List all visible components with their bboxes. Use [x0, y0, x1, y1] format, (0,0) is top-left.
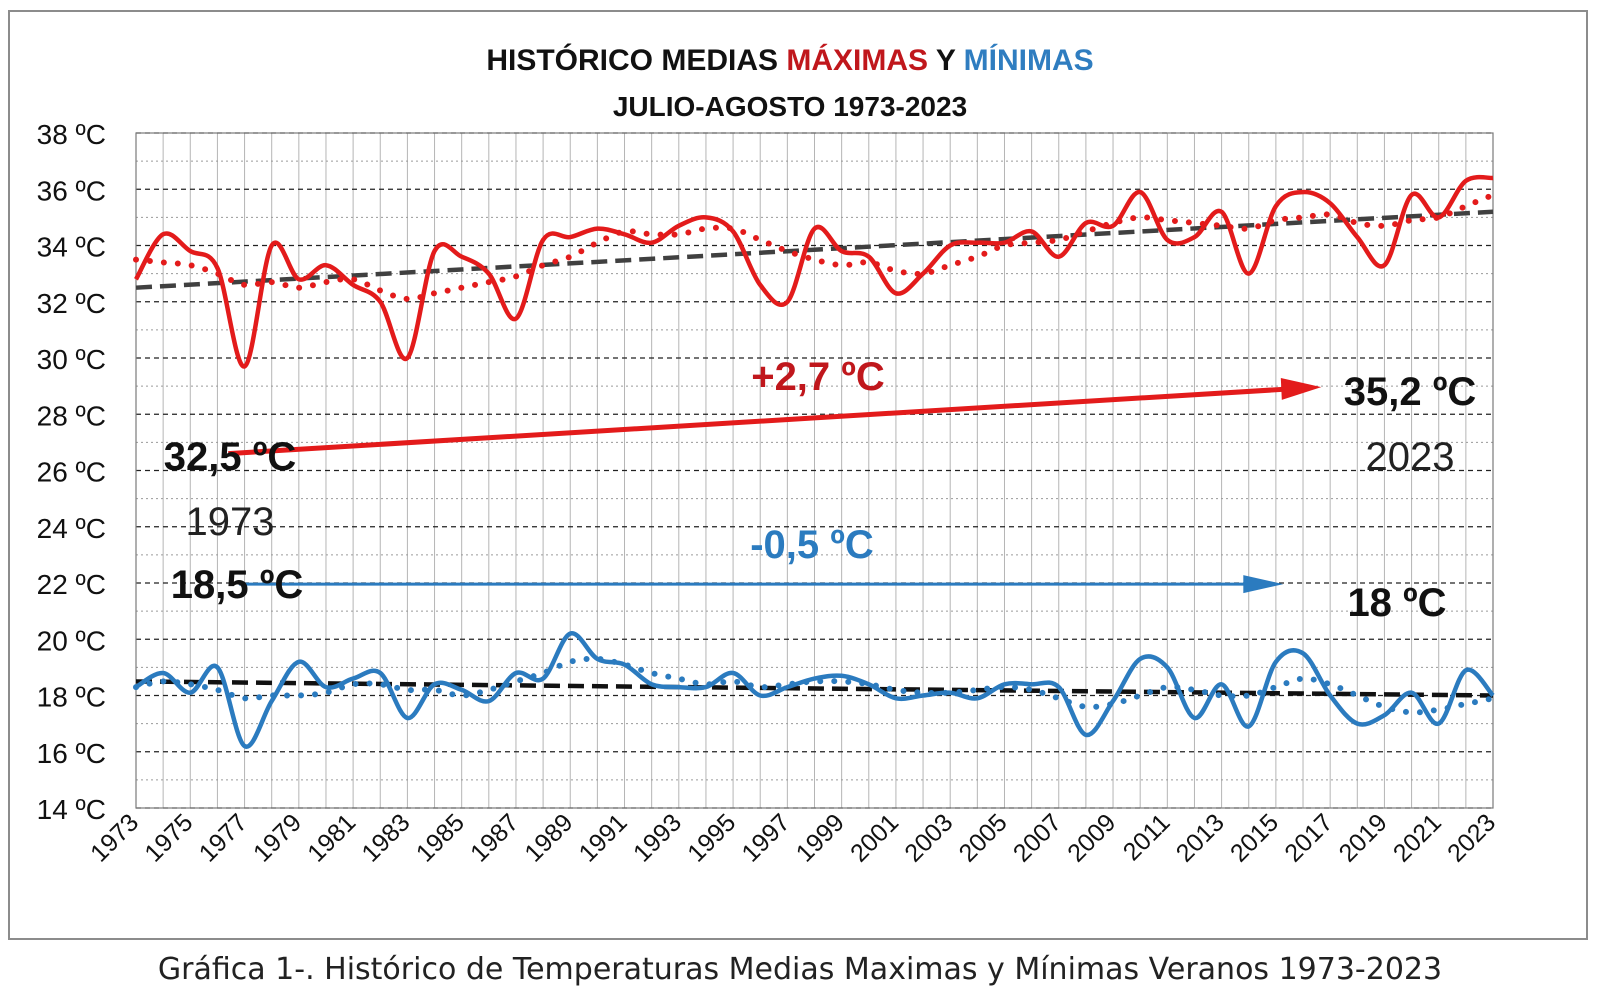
- title-min: MÍNIMAS: [964, 43, 1094, 77]
- max-change-arrow-head: [1280, 377, 1322, 400]
- x-tick-label: 2005: [954, 808, 1013, 867]
- x-tick-label: 2013: [1171, 808, 1230, 867]
- y-tick-label: 18 ºC: [37, 682, 106, 713]
- y-tick-label: 38 ºC: [37, 119, 106, 150]
- max-end-year: 2023: [1366, 435, 1455, 479]
- y-tick-label: 34 ºC: [37, 232, 106, 263]
- x-tick-label: 2015: [1225, 808, 1284, 867]
- y-tick-label: 36 ºC: [37, 175, 106, 206]
- x-tick-label: 2023: [1442, 808, 1501, 867]
- y-tick-label: 16 ºC: [37, 738, 106, 769]
- x-tick-label: 2019: [1334, 808, 1393, 867]
- x-tick-label: 1997: [736, 808, 795, 867]
- change-arrows: [228, 377, 1322, 594]
- max-delta-label: +2,7 ºC: [751, 355, 885, 399]
- x-tick-label: 1983: [357, 808, 416, 867]
- min-delta-label: -0,5 ºC: [750, 523, 874, 567]
- x-tick-label: 1995: [682, 808, 741, 867]
- y-tick-label: 22 ºC: [37, 569, 106, 600]
- y-tick-label: 14 ºC: [37, 794, 106, 825]
- x-tick-label: 2021: [1388, 808, 1447, 867]
- x-tick-label: 1985: [411, 808, 470, 867]
- y-tick-label: 30 ºC: [37, 344, 106, 375]
- plot-area: [135, 132, 1494, 809]
- series-lines: [133, 174, 1496, 749]
- title-part-3: Y: [928, 44, 964, 77]
- x-tick-label: 2009: [1062, 808, 1121, 867]
- y-tick-label: 32 ºC: [37, 288, 106, 319]
- min-change-arrow-head: [1243, 575, 1284, 594]
- figure-caption: Gráfica 1-. Histórico de Temperaturas Me…: [157, 952, 1443, 987]
- x-tick-label: 2001: [845, 808, 904, 867]
- x-tick-label: 2017: [1279, 808, 1338, 867]
- x-tick-label: 2007: [1008, 808, 1067, 867]
- min-end-value: 18 ºC: [1347, 581, 1446, 625]
- y-tick-label: 28 ºC: [37, 400, 106, 431]
- max-change-arrow-shaft: [228, 386, 1290, 457]
- x-tick-label: 2003: [899, 808, 958, 867]
- x-tick-label: 1991: [574, 808, 633, 867]
- max-start-value: 32,5 ºC: [164, 435, 296, 479]
- x-tick-label: 1981: [302, 808, 361, 867]
- trend-line-min: [135, 679, 1494, 698]
- x-tick-label: 1999: [791, 808, 850, 867]
- max-start-year: 1973: [186, 500, 275, 544]
- title-max: MÁXIMAS: [786, 43, 928, 77]
- x-tick-label: 1975: [139, 808, 198, 867]
- y-tick-label: 24 ºC: [37, 513, 106, 544]
- x-tick-label: 1987: [465, 808, 524, 867]
- min-start-value: 18,5 ºC: [171, 563, 303, 607]
- y-tick-label: 26 ºC: [37, 457, 106, 488]
- grid: [135, 132, 1494, 809]
- x-tick-label: 2011: [1118, 808, 1176, 866]
- chart-subtitle: JULIO-AGOSTO 1973-2023: [613, 91, 967, 122]
- chart-title: HISTÓRICO MEDIAS MÁXIMAS Y MÍNIMAS: [486, 43, 1093, 77]
- title-part-1: HISTÓRICO MEDIAS: [486, 43, 786, 77]
- x-tick-label: 1977: [194, 808, 253, 867]
- series-line-max: [134, 174, 1494, 369]
- x-tick-label: 1993: [628, 808, 687, 867]
- max-end-value: 35,2 ºC: [1344, 370, 1476, 414]
- temperature-chart: 14 ºC 16 ºC 18 ºC 20 ºC 22 ºC 24 ºC 26 ºC 28 ºC…: [37, 43, 1502, 868]
- axes: 14 ºC 16 ºC 18 ºC 20 ºC 22 ºC 24 ºC 26 ºC 28 ºC…: [37, 119, 1502, 868]
- x-tick-label: 1989: [519, 808, 578, 867]
- x-tick-label: 1979: [248, 808, 307, 867]
- y-tick-label: 20 ºC: [37, 625, 106, 656]
